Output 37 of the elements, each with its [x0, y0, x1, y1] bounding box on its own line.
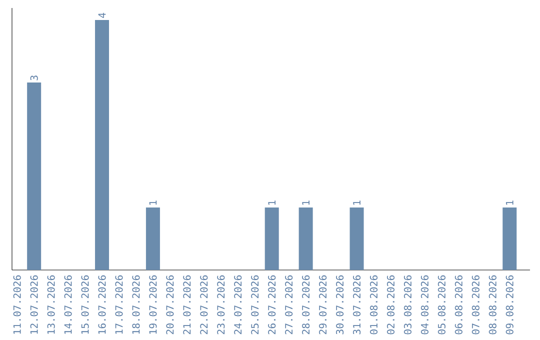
x-tick-label: 11.07.2026	[13, 275, 21, 334]
x-tick-label: 25.07.2026	[251, 275, 259, 334]
x-tick-label: 16.07.2026	[98, 275, 106, 334]
x-tick-label: 01.08.2026	[370, 275, 378, 334]
x-tick-label: 27.07.2026	[285, 275, 293, 334]
x-tick-label: 05.08.2026	[438, 275, 446, 334]
x-tick-label: 26.07.2026	[268, 275, 276, 334]
x-tick-label: 09.08.2026	[506, 275, 514, 334]
data-label: 1	[268, 200, 276, 205]
data-label: 1	[149, 200, 157, 205]
x-tick-label: 04.08.2026	[420, 275, 428, 334]
x-tick-label: 30.07.2026	[336, 275, 344, 334]
x-tick-label: 22.07.2026	[200, 275, 208, 334]
x-tick-label: 14.07.2026	[64, 275, 72, 334]
x-tick-label: 18.07.2026	[132, 275, 140, 334]
x-tick-label: 28.07.2026	[302, 275, 310, 334]
x-tick-label: 17.07.2026	[115, 275, 123, 334]
data-label: 3	[30, 76, 38, 80]
data-label: 4	[98, 12, 106, 18]
x-tick-label: 19.07.2026	[149, 275, 157, 334]
x-tick-label: 03.08.2026	[404, 275, 412, 334]
x-tick-label: 29.07.2026	[319, 275, 327, 334]
x-tick-label: 20.07.2026	[166, 275, 174, 334]
x-tick-label: 31.07.2026	[352, 275, 361, 334]
data-label: 1	[302, 200, 310, 205]
x-tick-label: 08.08.2026	[488, 275, 496, 334]
data-label: 1	[506, 200, 514, 205]
x-tick-label: 06.08.2026	[454, 275, 462, 334]
x-tick-label: 07.08.2026	[472, 275, 480, 334]
x-tick-label: 21.07.2026	[183, 275, 191, 334]
x-tick-label: 24.07.2026	[234, 275, 242, 334]
x-tick-label: 13.07.2026	[47, 275, 55, 334]
x-tick-label: 23.07.2026	[217, 275, 225, 334]
x-tick-label: 15.07.2026	[81, 275, 89, 334]
data-label: 1	[353, 200, 360, 205]
x-tick-label: 12.07.2026	[30, 275, 38, 334]
x-tick-label: 02.08.2026	[386, 275, 395, 334]
